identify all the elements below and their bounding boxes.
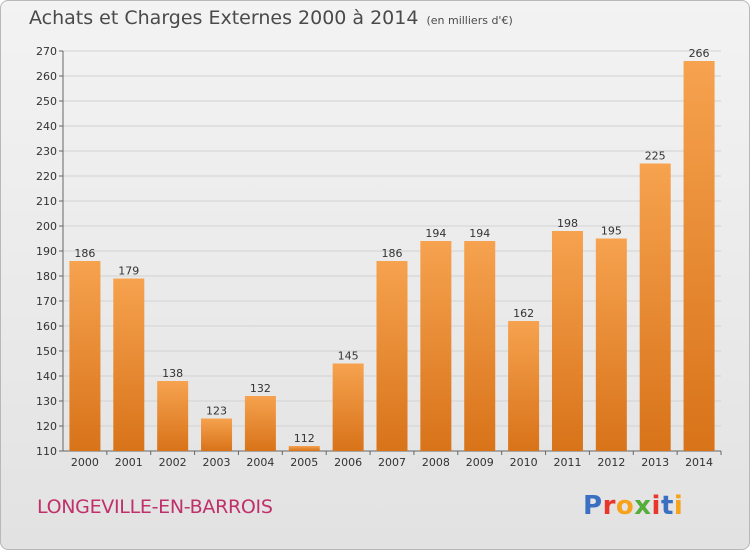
x-tick-label: 2014: [685, 456, 713, 469]
y-tick-label: 140: [36, 370, 57, 383]
bar: [551, 231, 583, 451]
y-tick-label: 270: [36, 45, 57, 58]
proxiti-logo: Proxiti: [583, 491, 684, 521]
x-tick-label: 2005: [290, 456, 318, 469]
x-tick-label: 2003: [203, 456, 231, 469]
x-tick-label: 2002: [159, 456, 187, 469]
chart-subtitle: (en milliers d'€): [426, 14, 513, 27]
bar: [464, 241, 496, 451]
data-label: 186: [382, 247, 403, 260]
data-label: 198: [557, 217, 578, 230]
bar: [113, 278, 145, 451]
x-tick-label: 2008: [422, 456, 450, 469]
x-tick-label: 2010: [510, 456, 538, 469]
commune-name: LONGEVILLE-EN-BARROIS: [37, 496, 273, 518]
y-tick-label: 160: [36, 320, 57, 333]
x-tick-label: 2006: [334, 456, 362, 469]
data-label: 112: [294, 432, 315, 445]
y-tick-label: 240: [36, 120, 57, 133]
bar: [508, 321, 540, 451]
data-label: 266: [689, 47, 710, 60]
bar: [683, 61, 715, 451]
chart-title: Achats et Charges Externes 2000 à 2014 (e…: [29, 7, 513, 29]
y-tick-label: 190: [36, 245, 57, 258]
title-text: Achats et Charges Externes 2000 à 2014: [29, 7, 419, 29]
data-label: 138: [162, 367, 183, 380]
y-tick-label: 200: [36, 220, 57, 233]
bar: [244, 396, 276, 451]
x-tick-label: 2004: [246, 456, 274, 469]
y-tick-label: 120: [36, 420, 57, 433]
x-tick-label: 2007: [378, 456, 406, 469]
data-labels: 186 179 138 123 132 112 145 186 194 194 162 198 195 2…: [74, 47, 709, 445]
bars: [69, 61, 715, 451]
data-label: 186: [74, 247, 95, 260]
data-label: 162: [513, 307, 534, 320]
bar: [420, 241, 452, 451]
data-label: 195: [601, 225, 622, 238]
data-label: 123: [206, 405, 227, 418]
y-tick-label: 110: [36, 445, 57, 458]
data-label: 132: [250, 382, 271, 395]
data-label: 194: [425, 227, 446, 240]
x-tick-label: 2009: [466, 456, 494, 469]
axes: 110 120 130 140 150 160 170 180 190 200 210 220 230 2…: [36, 45, 722, 469]
x-tick-label: 2013: [641, 456, 669, 469]
bar: [288, 446, 320, 451]
data-label: 225: [645, 150, 666, 163]
x-tick-label: 2012: [597, 456, 625, 469]
y-tick-label: 150: [36, 345, 57, 358]
y-tick-label: 230: [36, 145, 57, 158]
bar: [595, 238, 627, 451]
bar: [157, 381, 189, 451]
x-tick-label: 2011: [553, 456, 581, 469]
data-label: 194: [469, 227, 490, 240]
bar: [376, 261, 408, 451]
y-tick-label: 130: [36, 395, 57, 408]
data-label: 145: [338, 350, 359, 363]
data-label: 179: [118, 265, 139, 278]
bar: [201, 418, 233, 451]
bar: [639, 163, 671, 451]
bar: [69, 261, 101, 451]
y-tick-label: 250: [36, 95, 57, 108]
y-tick-label: 220: [36, 170, 57, 183]
y-tick-label: 170: [36, 295, 57, 308]
y-tick-label: 180: [36, 270, 57, 283]
x-tick-label: 2000: [71, 456, 99, 469]
y-tick-label: 210: [36, 195, 57, 208]
bar: [332, 363, 364, 451]
x-tick-label: 2001: [115, 456, 143, 469]
y-tick-label: 260: [36, 70, 57, 83]
